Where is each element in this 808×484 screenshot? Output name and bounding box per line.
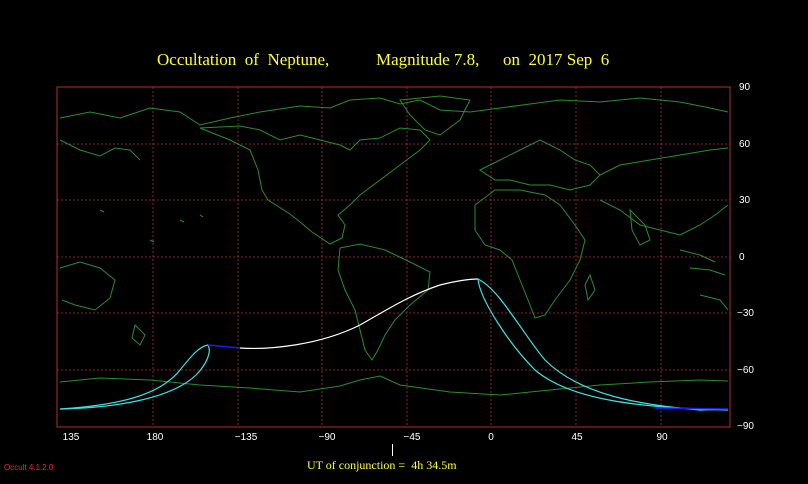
- occultation-path: [59, 278, 729, 411]
- path-edge-west-outer: [59, 344, 209, 410]
- lon-label-minus135: −135: [234, 432, 258, 443]
- ut-conjunction-marker: [392, 444, 393, 456]
- lon-label-45: 45: [571, 432, 583, 443]
- australia-coast-west: [59, 261, 116, 311]
- arctic-coast: [59, 97, 729, 126]
- lon-label-minus90: −90: [318, 432, 336, 443]
- lat-label-minus60: −60: [737, 365, 754, 376]
- south-america-coast: [337, 243, 431, 361]
- lat-label-minus90: −90: [737, 421, 754, 432]
- lat-label-30: 30: [739, 195, 751, 206]
- path-daylight-segment: [207, 344, 241, 349]
- software-version: Occult 4.1.2.0: [4, 463, 54, 472]
- lat-label-0: 0: [739, 252, 745, 263]
- madagascar-coast: [584, 273, 596, 302]
- greenland-coast: [399, 95, 471, 136]
- path-edge-east-outer: [477, 278, 729, 411]
- lat-label-minus30: −30: [737, 308, 754, 319]
- title-date: on 2017 Sep 6: [503, 50, 610, 69]
- lon-label-90: 90: [656, 432, 668, 443]
- lat-label-90: 90: [739, 82, 751, 93]
- graticule: [57, 87, 730, 427]
- europe-coast: [479, 139, 601, 191]
- title-magnitude: Magnitude 7.8,: [376, 50, 480, 69]
- north-america-coast: [199, 125, 431, 245]
- new-zealand-coast: [131, 324, 146, 346]
- se-asia-islands: [679, 249, 726, 276]
- ut-conjunction-label: UT of conjunction = 4h 34.5m: [307, 458, 457, 472]
- coastlines: [59, 95, 729, 396]
- map-title: Occultation of Neptune, Magnitude 7.8, o…: [0, 50, 808, 76]
- path-edge-east-inner: [477, 278, 729, 411]
- asia-coast: [599, 147, 729, 236]
- alaska-coast: [59, 139, 141, 161]
- lon-label-0: 0: [488, 432, 494, 443]
- africa-coast: [474, 189, 586, 319]
- path-daylight-end-east: [654, 407, 729, 410]
- pacific-islands: [99, 209, 204, 243]
- lon-label-135: 135: [62, 432, 80, 443]
- lon-label-minus45: −45: [403, 432, 421, 443]
- lon-label-180: 180: [146, 432, 164, 443]
- title-object: Occultation of Neptune,: [157, 50, 330, 69]
- antarctica-coast: [59, 375, 729, 396]
- india-coast: [629, 208, 651, 246]
- lat-label-60: 60: [739, 139, 751, 150]
- path-edge-west-inner: [59, 344, 210, 410]
- path-central-line: [239, 278, 479, 349]
- australia-coast-east: [699, 294, 729, 311]
